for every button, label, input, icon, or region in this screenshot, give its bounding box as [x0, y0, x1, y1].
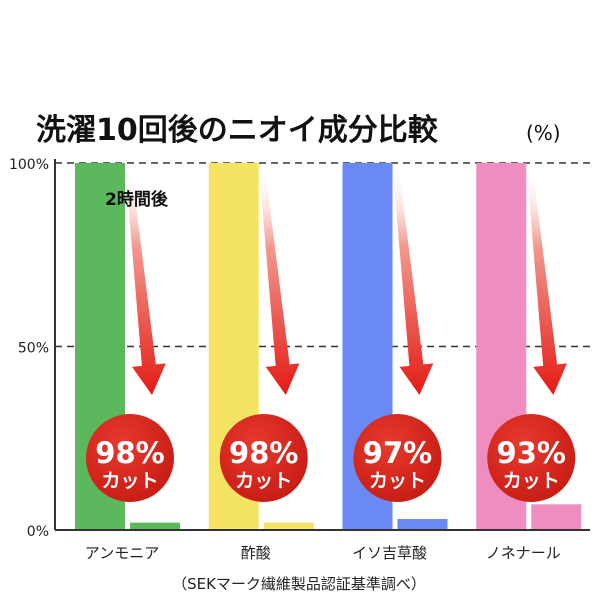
reduction-suffix: カット: [369, 470, 426, 492]
elapsed-time-note: 2時間後: [105, 189, 169, 210]
bar-after-4: [531, 504, 582, 530]
reduction-badge: [86, 414, 174, 502]
y-tick-label: 50%: [18, 341, 49, 357]
category-label: アンモニア: [85, 544, 159, 562]
reduction-arrow: [392, 164, 434, 395]
y-tick-label: 100%: [9, 157, 49, 173]
reduction-percent: 98%: [95, 436, 164, 470]
reduction-percent: 97%: [363, 436, 432, 470]
bar-after-2: [263, 522, 314, 530]
labels: 100% 50% 0% アンモニア 酢酸 イソ吉草酸 ノネナール: [9, 157, 561, 562]
reduction-suffix: カット: [235, 470, 292, 492]
chart-title: 洗濯10回後のニオイ成分比較: [36, 113, 439, 148]
reduction-percent: 93%: [497, 436, 566, 470]
category-label: イソ吉草酸: [352, 544, 427, 562]
axes: [54, 159, 590, 531]
chart-title-unit: (%): [526, 121, 561, 145]
reduction-arrow: [526, 164, 567, 395]
category-label: 酢酸: [241, 544, 271, 562]
reduction-percent: 98%: [229, 436, 298, 470]
source-note: （SEKマーク繊維製品認証基準調べ）: [172, 575, 426, 593]
reduction-suffix: カット: [503, 470, 560, 492]
reduction-badge: [353, 414, 442, 502]
bar-after-1: [130, 522, 180, 530]
reduction-badge: [219, 414, 308, 502]
arrows: [125, 164, 567, 395]
bar-after-3: [397, 518, 448, 530]
reduction-arrow: [258, 164, 300, 395]
y-tick-label: 0%: [27, 524, 49, 540]
reduction-badge: [487, 414, 576, 502]
reduction-suffix: カット: [101, 470, 158, 492]
category-label: ノネナール: [486, 544, 561, 562]
reduction-arrow: [125, 164, 166, 395]
